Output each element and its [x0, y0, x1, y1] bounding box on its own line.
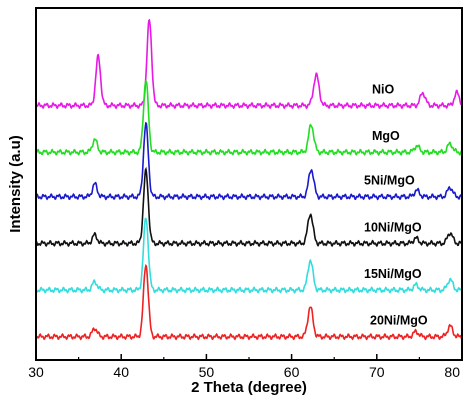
series-line-mgo: [35, 79, 463, 157]
x-tick-label-70: 70: [369, 364, 385, 380]
series-line-5ni-mgo: [35, 121, 463, 201]
x-tick-label-60: 60: [284, 364, 300, 380]
series-line-20ni-mgo: [35, 263, 463, 341]
series-label-mgo: MgO: [372, 129, 400, 143]
series-layer: [35, 18, 463, 341]
series-labels: NiO MgO 5Ni/MgO 10Ni/MgO 15Ni/MgO 20Ni/MgO: [364, 83, 428, 328]
x-tick-label-40: 40: [113, 364, 129, 380]
x-axis-ticks: 30 40 50 60 70 80: [28, 354, 463, 380]
series-line-15ni-mgo: [35, 217, 463, 294]
series-line-10ni-mgo: [35, 166, 463, 248]
series-label-10ni-mgo: 10Ni/MgO: [364, 220, 422, 234]
x-tick-label-30: 30: [28, 364, 44, 380]
series-line-nio: [35, 18, 463, 110]
series-label-15ni-mgo: 15Ni/MgO: [364, 267, 422, 281]
x-tick-label-50: 50: [199, 364, 215, 380]
x-tick-label-80: 80: [444, 364, 460, 380]
series-label-5ni-mgo: 5Ni/MgO: [364, 174, 415, 188]
series-label-20ni-mgo: 20Ni/MgO: [370, 314, 428, 328]
x-axis-title: 2 Theta (degree): [191, 379, 307, 396]
y-axis-title: Intensity (a.u): [7, 135, 24, 233]
series-label-nio: NiO: [372, 83, 395, 97]
